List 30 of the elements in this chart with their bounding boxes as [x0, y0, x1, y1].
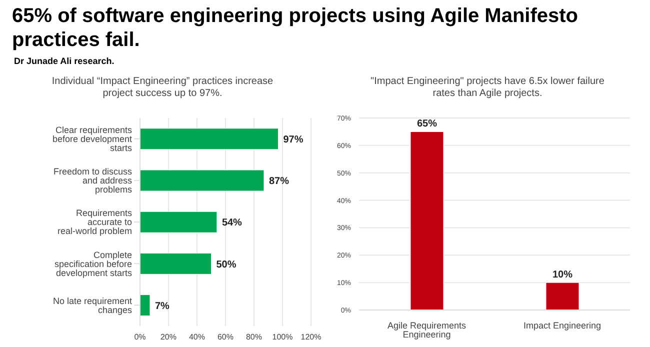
x-tick-label: 20%	[160, 332, 177, 342]
y-tick-label: Requirements accurate to real-world problem	[57, 208, 132, 236]
x-tick-label: 40%	[188, 332, 206, 342]
data-label: 65%	[416, 118, 438, 130]
x-tick-label: 100%	[272, 332, 293, 342]
x-tick-label: 0%	[134, 332, 146, 342]
bar	[140, 294, 150, 316]
text: 65% of software engineering projects using Agile Manifesto practices fail.	[12, 4, 580, 52]
data-label: 97%	[283, 134, 304, 146]
bar	[140, 252, 212, 274]
y-tick-label: Freedom to discuss and address problems	[53, 166, 132, 195]
text: Dr Junade Ali research.	[14, 56, 114, 66]
bar	[140, 170, 264, 192]
x-tick-label: 80%	[246, 332, 262, 342]
x-tick-label: Agile Requirements Engineering	[387, 320, 467, 340]
y-tick-label: No late requirement changes	[52, 296, 132, 315]
data-label: 54%	[222, 218, 242, 229]
data-label: 87%	[268, 176, 290, 188]
data-label: 50%	[216, 259, 236, 270]
x-tick-label: Impact Engineering	[523, 320, 602, 330]
bar	[140, 211, 218, 233]
y-tick-label: Complete specification before development starts	[54, 250, 132, 278]
chart-title: "Impact Engineering" projects have 6.5x lower failure rates than Agile projects.	[370, 76, 606, 101]
chart-title: Individual “Impact Engineering” practices increase project success up to 97%.	[50, 76, 274, 101]
data-label: 7%	[154, 300, 170, 312]
x-tick-label: 120%	[300, 332, 322, 342]
x-tick-label: 60%	[217, 332, 234, 342]
data-label: 10%	[552, 270, 573, 281]
y-tick-label: Clear requirements before development starts	[52, 124, 132, 153]
bar	[140, 128, 278, 150]
